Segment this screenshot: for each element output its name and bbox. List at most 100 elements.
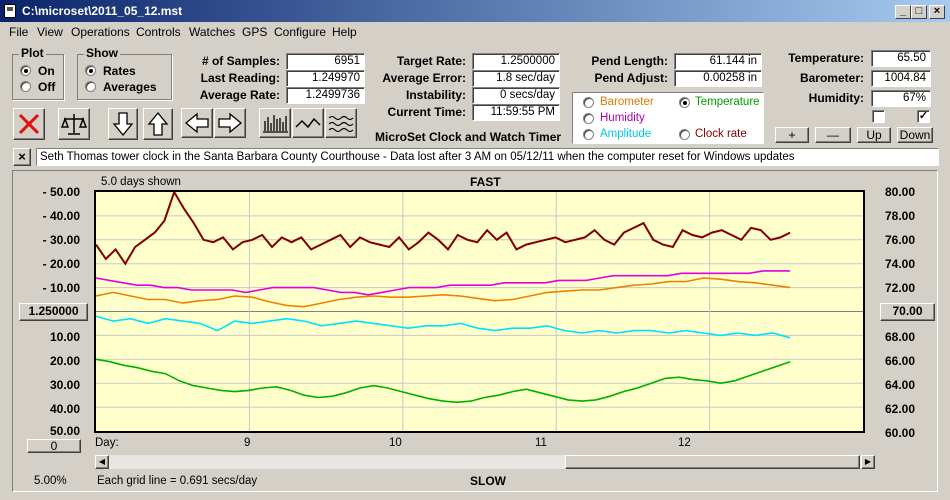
menu-help[interactable]: Help [332, 25, 357, 39]
menu-view[interactable]: View [37, 25, 63, 39]
scroll-right-arrow[interactable]: ▶ [861, 455, 875, 469]
plot-group-title: Plot [19, 46, 46, 60]
plot-on-radio[interactable] [20, 65, 31, 76]
series-line-clock-rate [96, 192, 791, 266]
wave-graph-icon [328, 115, 354, 133]
down-arrow-button[interactable] [108, 108, 138, 140]
up-arrow-button[interactable] [143, 108, 173, 140]
show-group-title: Show [84, 46, 120, 60]
samples-field: 6951 [286, 53, 365, 70]
day-tick: 9 [244, 437, 251, 449]
option-checkbox-1[interactable] [872, 110, 885, 123]
balance-scale-icon [60, 114, 88, 135]
right-arrow-button[interactable] [214, 108, 246, 138]
plot-off-label: Off [38, 80, 56, 94]
scroll-left-arrow[interactable]: ◀ [95, 455, 109, 469]
y-tick-left: 30.00 [49, 378, 80, 392]
close-button[interactable]: × [929, 5, 945, 19]
barometer-label: Barometer: [799, 71, 864, 85]
last-reading-label: Last Reading: [200, 71, 280, 85]
app-icon[interactable] [4, 4, 16, 18]
clock-rate-radio[interactable] [679, 129, 690, 140]
center-rate-button[interactable]: 1.250000 [19, 303, 88, 321]
y-tick-left: 20.00 [49, 354, 80, 368]
target-rate-field[interactable]: 1.2500000 [472, 53, 560, 70]
pend-length-field[interactable]: 61.144 in [674, 53, 762, 70]
y-tick-left: - 50.00 [42, 185, 80, 199]
menu-controls[interactable]: Controls [136, 25, 181, 39]
y-tick-right: 62.00 [885, 402, 916, 416]
grid-line-note: Each grid line = 0.691 secs/day [97, 475, 258, 487]
show-rates-label: Rates [103, 64, 136, 78]
center-sensor-button[interactable]: 70.00 [880, 303, 935, 321]
plot-off-radio[interactable] [20, 81, 31, 92]
y-tick-left: 40.00 [49, 402, 80, 416]
scroll-up-button[interactable]: Up [857, 127, 891, 143]
y-tick-right: 68.00 [885, 330, 916, 344]
day-tick: 12 [678, 437, 691, 449]
balance-button[interactable] [58, 108, 90, 140]
series-line-humidity [96, 270, 791, 296]
average-rate-label: Average Rate: [199, 88, 280, 102]
scroll-thumb[interactable] [565, 455, 860, 469]
arrow-down-icon [112, 112, 134, 137]
line-graph-button[interactable] [292, 108, 324, 138]
day-tick: 11 [535, 437, 547, 449]
option-checkbox-2[interactable]: ✓ [917, 110, 930, 123]
humidity-field: 67% [871, 90, 931, 107]
line-graph-icon [295, 117, 321, 129]
average-rate-field: 1.2499736 [286, 87, 365, 104]
arrow-left-icon [184, 112, 209, 134]
scroll-down-button[interactable]: Down [897, 127, 933, 143]
menu-watches[interactable]: Watches [189, 25, 236, 39]
horizontal-scrollbar[interactable]: ◀ ▶ [94, 454, 876, 470]
show-averages-label: Averages [103, 80, 157, 94]
pend-length-label: Pend Length: [591, 54, 668, 68]
y-tick-left: 50.00 [49, 424, 80, 438]
series-line-barometer [96, 277, 791, 308]
pend-adjust-label: Pend Adjust: [594, 71, 668, 85]
stop-button[interactable] [13, 108, 45, 140]
show-averages-radio[interactable] [85, 81, 96, 92]
maximize-button[interactable]: □ [911, 5, 927, 19]
scale-minus-button[interactable]: — [815, 127, 851, 143]
stop-icon [18, 113, 40, 135]
temperature-label: Temperature: [788, 51, 864, 65]
last-reading-field: 1.249970 [286, 70, 365, 87]
menu-bar: File View Operations Controls Watches GP… [0, 22, 950, 42]
days-shown-label: 5.0 days shown [101, 176, 181, 188]
menu-operations[interactable]: Operations [71, 25, 130, 39]
window-title: C:\microset\2011_05_12.mst [22, 4, 183, 18]
samples-label: # of Samples: [201, 54, 280, 68]
y-tick-right: 60.00 [885, 426, 916, 440]
plot-on-label: On [38, 64, 55, 78]
menu-gps[interactable]: GPS [242, 25, 268, 39]
graph-panel [12, 170, 938, 492]
slow-label: SLOW [470, 474, 506, 488]
y-tick-right: 72.00 [885, 281, 916, 295]
arrow-right-icon [218, 112, 243, 134]
zoom-level: 5.00% [34, 475, 67, 487]
left-arrow-button[interactable] [181, 108, 213, 138]
current-time-field: 11:59:55 PM [472, 104, 560, 121]
menu-configure[interactable]: Configure [274, 25, 327, 39]
barometer-radio[interactable] [583, 97, 594, 108]
plot-area[interactable] [94, 190, 865, 433]
minimize-button[interactable]: _ [895, 5, 911, 19]
humidity-radio[interactable] [583, 113, 594, 124]
temperature-option-label: Temperature [695, 96, 760, 108]
y-tick-right: 80.00 [885, 185, 916, 199]
close-note-button[interactable]: × [13, 148, 31, 166]
wave-graph-button[interactable] [325, 108, 357, 138]
barometer-option-label: Barometer [600, 96, 654, 108]
amplitude-radio[interactable] [583, 129, 594, 140]
y-tick-left: - 30.00 [42, 233, 80, 247]
menu-file[interactable]: File [9, 25, 29, 39]
note-field[interactable]: Seth Thomas tower clock in the Santa Bar… [36, 148, 939, 166]
offset-button[interactable]: 0 [27, 439, 81, 453]
bar-graph-button[interactable] [259, 108, 291, 138]
scale-plus-button[interactable]: + [775, 127, 809, 143]
temperature-radio[interactable] [679, 97, 690, 108]
show-rates-radio[interactable] [85, 65, 96, 76]
day-axis-label: Day: [95, 437, 119, 449]
